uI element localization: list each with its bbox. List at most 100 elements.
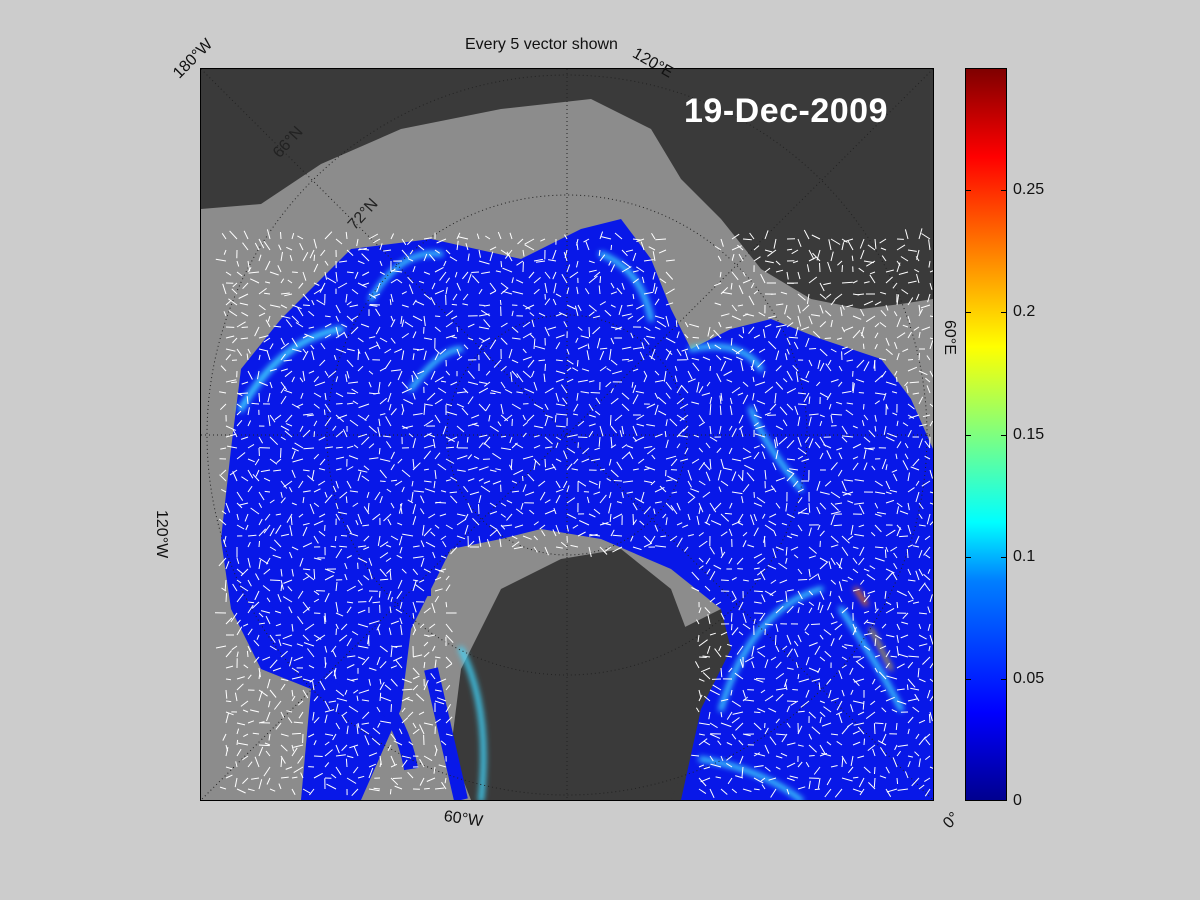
vector-arrow — [254, 242, 260, 251]
vector-arrow — [302, 429, 311, 438]
vector-arrow — [610, 264, 616, 273]
vector-arrow — [539, 491, 546, 501]
vector-arrow — [793, 648, 799, 658]
vector-arrow — [621, 358, 629, 361]
vector-arrow — [862, 700, 865, 710]
vector-arrow — [445, 446, 455, 449]
vector-arrow — [303, 447, 315, 450]
vector-arrow — [286, 246, 293, 251]
vector-arrow — [739, 659, 744, 669]
vector-arrow — [241, 326, 249, 328]
vector-arrow — [739, 755, 744, 765]
vector-arrow — [504, 388, 513, 394]
vector-arrow — [797, 392, 807, 395]
vector-arrow — [434, 414, 441, 424]
vector-arrow — [225, 379, 237, 383]
vector-arrow — [346, 725, 349, 735]
vector-arrow — [390, 278, 398, 284]
vector-arrow — [599, 366, 607, 372]
vector-arrow — [789, 468, 799, 471]
vector-arrow — [639, 351, 645, 361]
vector-arrow — [280, 533, 290, 537]
vector-arrow — [305, 572, 315, 581]
vector-arrow — [687, 513, 691, 521]
vector-arrow — [896, 352, 900, 361]
vector-arrow — [531, 319, 535, 328]
vector-arrow — [775, 365, 782, 372]
vector-arrow — [852, 700, 864, 704]
vector-arrow — [840, 307, 843, 317]
vector-arrow — [610, 337, 615, 345]
vector-arrow — [324, 323, 332, 328]
vector-arrow — [225, 617, 233, 625]
vector-arrow — [914, 751, 920, 757]
vector-arrow — [769, 590, 777, 596]
vector-arrow — [522, 304, 531, 310]
vector-arrow — [599, 546, 608, 555]
vector-arrow — [397, 522, 403, 526]
vector-arrow — [739, 427, 744, 438]
vector-arrow — [265, 557, 271, 565]
vector-arrow — [219, 391, 227, 394]
vector-arrow — [736, 645, 744, 655]
vector-arrow — [676, 443, 681, 449]
vector-arrow — [332, 485, 337, 493]
vector-arrow — [907, 755, 914, 758]
vector-arrow — [847, 535, 854, 541]
vector-arrow — [825, 363, 832, 372]
vector-arrow — [679, 414, 689, 422]
vector-arrow — [346, 402, 354, 405]
vector-arrow — [527, 473, 535, 482]
vector-arrow — [351, 630, 359, 636]
vector-arrow — [348, 705, 359, 713]
vector-arrow — [299, 557, 304, 567]
vector-arrow — [440, 535, 447, 541]
vector-arrow — [918, 228, 923, 240]
vector-arrow — [797, 238, 802, 247]
vector-arrow — [735, 356, 744, 361]
vector-arrow — [371, 737, 381, 746]
vector-arrow — [621, 260, 631, 268]
vector-arrow — [813, 766, 821, 775]
vector-arrow — [573, 403, 579, 412]
vector-arrow — [797, 271, 801, 280]
vector-arrow — [314, 381, 326, 387]
vector-arrow — [522, 370, 532, 379]
vector-arrow — [566, 287, 570, 295]
vector-arrow — [241, 381, 249, 385]
vector-arrow — [843, 238, 854, 243]
vector-arrow — [269, 579, 281, 581]
vector-arrow — [265, 319, 271, 328]
vector-arrow — [467, 370, 475, 380]
vector-arrow — [654, 524, 659, 532]
vector-arrow — [236, 748, 242, 757]
vector-arrow — [247, 420, 252, 427]
vector-arrow — [793, 640, 799, 647]
vector-arrow — [753, 527, 759, 537]
vector-arrow — [854, 502, 865, 505]
vector-arrow — [230, 612, 238, 623]
vector-arrow — [346, 585, 356, 592]
vector-arrow — [654, 392, 659, 399]
vector-arrow — [713, 502, 722, 511]
vector-arrow — [385, 441, 392, 449]
vector-arrow — [703, 462, 711, 471]
vector-arrow — [500, 447, 512, 451]
vector-arrow — [257, 370, 260, 380]
vector-arrow — [852, 568, 859, 574]
vector-arrow — [609, 414, 612, 426]
vector-arrow — [731, 590, 737, 600]
vector-arrow — [860, 308, 865, 317]
vector-arrow — [823, 444, 832, 449]
vector-arrow — [412, 601, 417, 613]
vector-arrow — [665, 271, 674, 280]
vector-arrow — [684, 333, 689, 339]
vector-arrow — [235, 761, 238, 768]
vector-arrow — [291, 304, 302, 310]
vector-arrow — [842, 491, 854, 496]
vector-arrow — [500, 365, 507, 372]
vector-arrow — [841, 425, 848, 435]
vector-arrow — [227, 445, 238, 449]
current-streak — [838, 606, 904, 712]
vector-arrow — [291, 315, 300, 324]
